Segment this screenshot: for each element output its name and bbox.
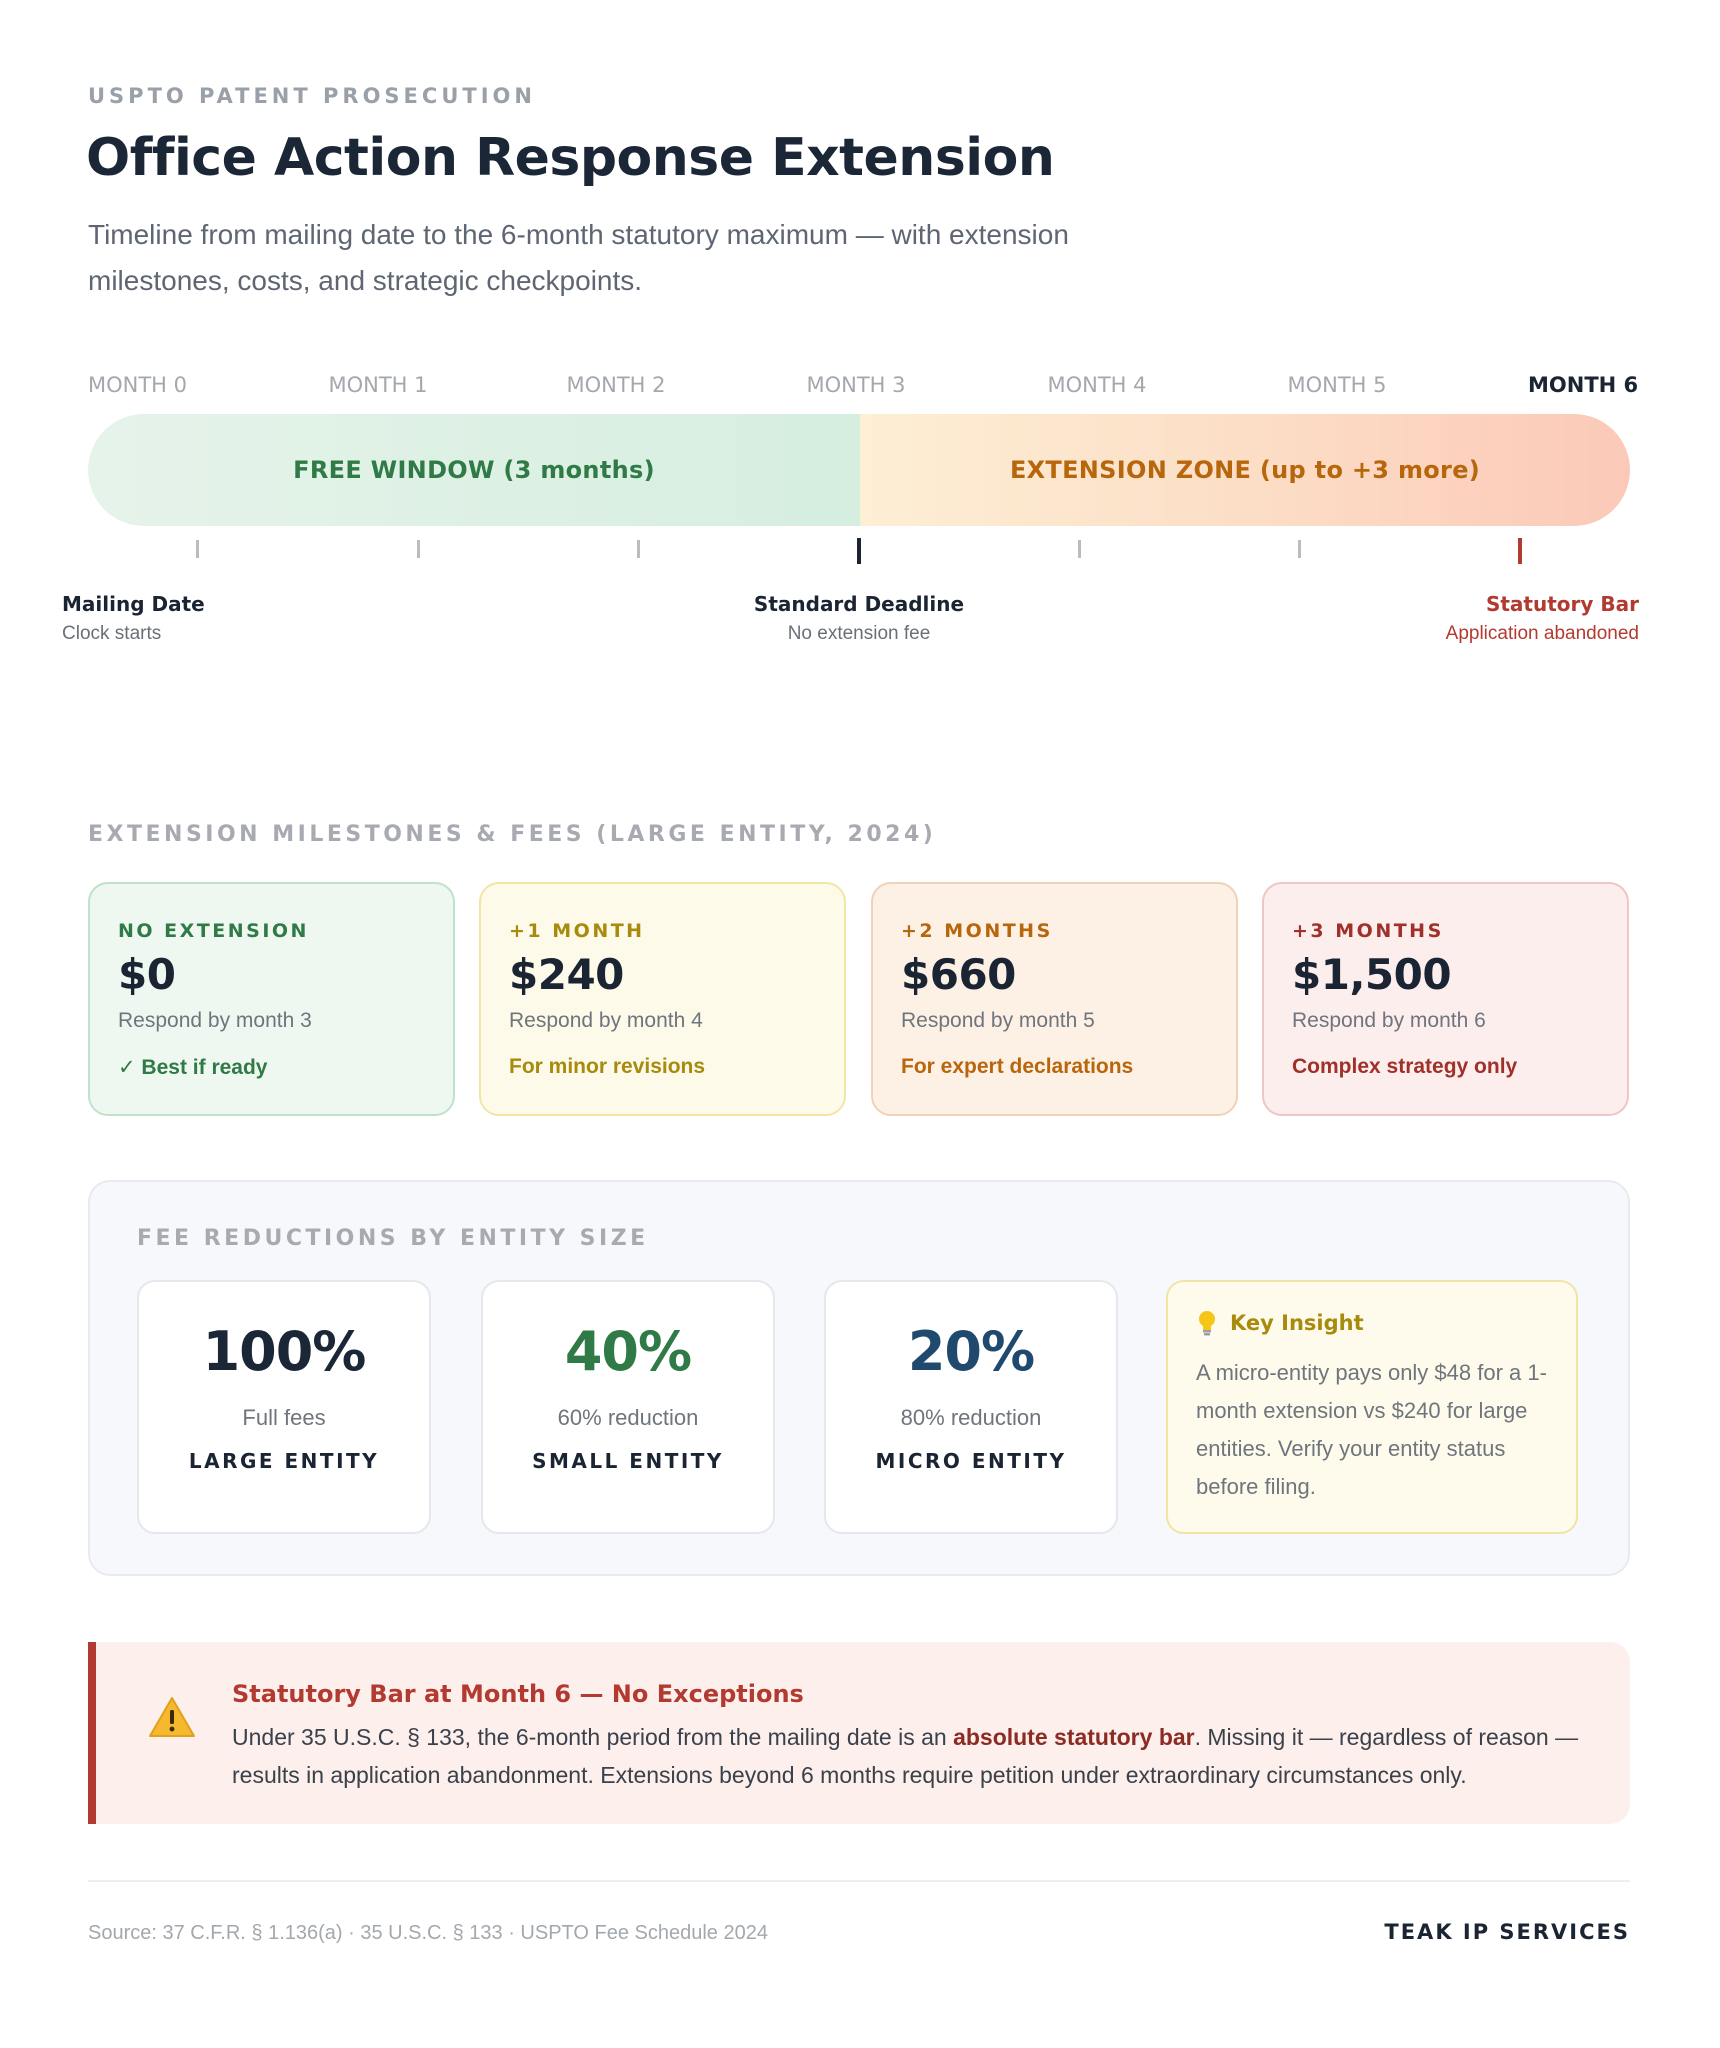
eyebrow: USPTO PATENT PROSECUTION xyxy=(88,84,536,108)
warning-body-post: . Missing it — regardless of reason — re… xyxy=(232,1724,1579,1788)
milestone-card-price: $1,500 xyxy=(1292,950,1452,999)
footer-brand: TEAK IP SERVICES xyxy=(1384,1920,1630,1944)
marker-mailing-date-title: Mailing Date xyxy=(62,592,205,616)
milestone-card-note: For minor revisions xyxy=(509,1055,706,1078)
timeline-tick-statutory xyxy=(1518,538,1522,564)
milestone-card-sub: Respond by month 5 xyxy=(901,1009,1095,1032)
milestone-card-sub: Respond by month 4 xyxy=(509,1009,703,1032)
marker-mailing-date-sub: Clock starts xyxy=(62,623,162,644)
fee-section-label: FEE REDUCTIONS BY ENTITY SIZE xyxy=(137,1226,649,1251)
milestones-section-label: EXTENSION MILESTONES & FEES (LARGE ENTIT… xyxy=(88,822,937,847)
timeline-tick xyxy=(417,540,420,558)
milestone-card-price: $0 xyxy=(118,950,176,999)
milestone-card-head: +2 MONTHS xyxy=(901,920,1053,942)
timeline-tick-deadline xyxy=(857,538,861,564)
fee-percent: 100% xyxy=(202,1320,367,1383)
milestone-card-head: +1 MONTH xyxy=(509,920,645,942)
month-label-1: MONTH 1 xyxy=(328,373,428,397)
fee-description: Full fees xyxy=(242,1405,326,1430)
page-subtitle: Timeline from mailing date to the 6-mont… xyxy=(88,219,1069,296)
month-label-4: MONTH 4 xyxy=(1047,373,1147,397)
fee-entity-name: MICRO ENTITY xyxy=(875,1449,1067,1473)
warning-body-emphasis: absolute statutory bar xyxy=(953,1724,1195,1750)
fee-card-micro-entity: 20% 80% reduction MICRO ENTITY xyxy=(824,1280,1118,1534)
milestone-card-sub: Respond by month 3 xyxy=(118,1009,312,1032)
month-label-3: MONTH 3 xyxy=(806,373,906,397)
key-insight-header: Key Insight xyxy=(1196,1310,1548,1336)
extension-zone-segment: EXTENSION ZONE (up to +3 more) xyxy=(860,414,1630,526)
warning-body-pre: Under 35 U.S.C. § 133, the 6-month perio… xyxy=(232,1724,954,1750)
page-title: Office Action Response Extension xyxy=(86,128,1055,188)
milestone-card-sub: Respond by month 6 xyxy=(1292,1009,1486,1032)
marker-standard-deadline-title: Standard Deadline xyxy=(753,592,965,616)
timeline-tick xyxy=(1078,540,1081,558)
month-label-5: MONTH 5 xyxy=(1287,373,1387,397)
milestone-card-head: NO EXTENSION xyxy=(118,920,309,942)
fee-entity-name: SMALL ENTITY xyxy=(532,1449,724,1473)
marker-standard-deadline-sub: No extension fee xyxy=(787,623,931,644)
footer-divider xyxy=(88,1880,1630,1882)
milestone-card-plus-2-months: +2 MONTHS $660 Respond by month 5 For ex… xyxy=(871,882,1238,1116)
fee-description: 60% reduction xyxy=(557,1405,699,1430)
timeline-tick xyxy=(637,540,640,558)
timeline-tick xyxy=(196,540,199,558)
milestone-card-note: ✓ Best if ready xyxy=(118,1056,268,1079)
milestone-card-price: $660 xyxy=(901,950,1016,999)
fee-percent: 40% xyxy=(564,1320,692,1383)
milestone-card-no-extension: NO EXTENSION $0 Respond by month 3 ✓ Bes… xyxy=(88,882,455,1116)
statutory-bar-warning: Statutory Bar at Month 6 — No Exceptions… xyxy=(88,1642,1630,1824)
fee-entity-name: LARGE ENTITY xyxy=(188,1449,380,1473)
milestone-card-price: $240 xyxy=(509,950,624,999)
marker-statutory-bar-title: Statutory Bar xyxy=(1485,592,1639,616)
key-insight-body: A micro-entity pays only $48 for a 1-mon… xyxy=(1196,1360,1547,1499)
milestone-card-plus-3-months: +3 MONTHS $1,500 Respond by month 6 Comp… xyxy=(1262,882,1629,1116)
milestone-card-plus-1-month: +1 MONTH $240 Respond by month 4 For min… xyxy=(479,882,846,1116)
milestone-card-note: For expert declarations xyxy=(901,1055,1134,1078)
warning-title: Statutory Bar at Month 6 — No Exceptions xyxy=(232,1680,804,1708)
marker-statutory-bar-sub: Application abandoned xyxy=(1445,623,1639,644)
timeline-tick xyxy=(1298,540,1301,558)
fee-percent: 20% xyxy=(907,1320,1035,1383)
month-label-6: MONTH 6 xyxy=(1528,373,1639,397)
fee-card-small-entity: 40% 60% reduction SMALL ENTITY xyxy=(481,1280,775,1534)
extension-zone-label: EXTENSION ZONE (up to +3 more) xyxy=(1009,456,1481,484)
month-label-2: MONTH 2 xyxy=(566,373,666,397)
footer-source: Source: 37 C.F.R. § 1.136(a) · 35 U.S.C.… xyxy=(88,1922,768,1944)
fee-description: 80% reduction xyxy=(900,1405,1042,1430)
timeline-bar: FREE WINDOW (3 months) EXTENSION ZONE (u… xyxy=(88,414,1630,526)
lightbulb-icon xyxy=(1199,1311,1215,1336)
warning-icon xyxy=(149,1697,195,1737)
milestone-card-note: Complex strategy only xyxy=(1292,1055,1518,1078)
month-label-0: MONTH 0 xyxy=(88,373,188,397)
key-insight-card: Key Insight A micro-entity pays only $48… xyxy=(1166,1280,1578,1534)
free-window-segment: FREE WINDOW (3 months) xyxy=(88,414,860,526)
fee-card-large-entity: 100% Full fees LARGE ENTITY xyxy=(137,1280,431,1534)
milestone-card-head: +3 MONTHS xyxy=(1292,920,1444,942)
free-window-label: FREE WINDOW (3 months) xyxy=(293,456,655,484)
key-insight-title: Key Insight xyxy=(1230,1311,1364,1335)
warning-body: Under 35 U.S.C. § 133, the 6-month perio… xyxy=(232,1718,1602,1794)
